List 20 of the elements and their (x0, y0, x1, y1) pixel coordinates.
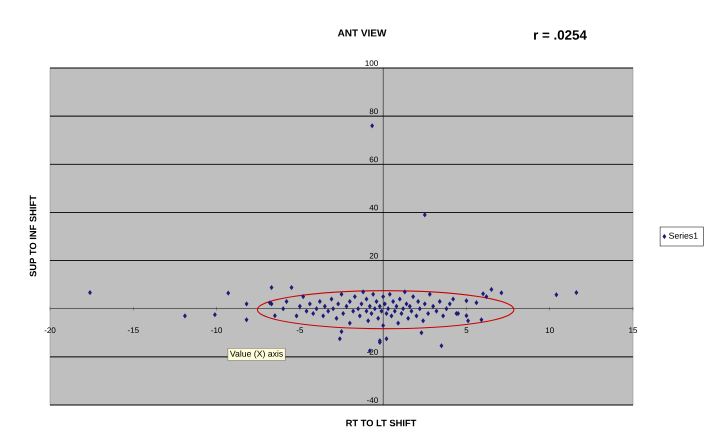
y-axis-title: SUP TO INF SHIFT (30, 195, 36, 277)
x-tick-label: 5 (464, 327, 468, 334)
x-tick-label: -15 (128, 327, 139, 334)
legend-label: Series1 (669, 232, 698, 239)
x-tick-label: -10 (211, 327, 222, 334)
y-tick-label: -40 (367, 397, 378, 404)
chart-title: ANT VIEW (338, 30, 386, 36)
annotation: Value (X) axis (230, 350, 283, 358)
text: r = .0254 (534, 30, 587, 40)
y-tick-label: 80 (370, 108, 378, 114)
y-tick-label: 100 (365, 60, 378, 66)
x-axis-title: RT TO LT SHIFT (346, 420, 416, 426)
y-tick-label: -20 (367, 349, 378, 355)
x-tick-label: -5 (296, 327, 304, 334)
y-tick-label: 20 (370, 252, 378, 259)
x-tick-label: 10 (546, 327, 554, 334)
y-tick-label: 60 (370, 156, 378, 162)
x-tick-label: -20 (44, 327, 56, 334)
x-tick-label: 15 (629, 327, 638, 334)
y-tick-label: 40 (370, 204, 378, 210)
